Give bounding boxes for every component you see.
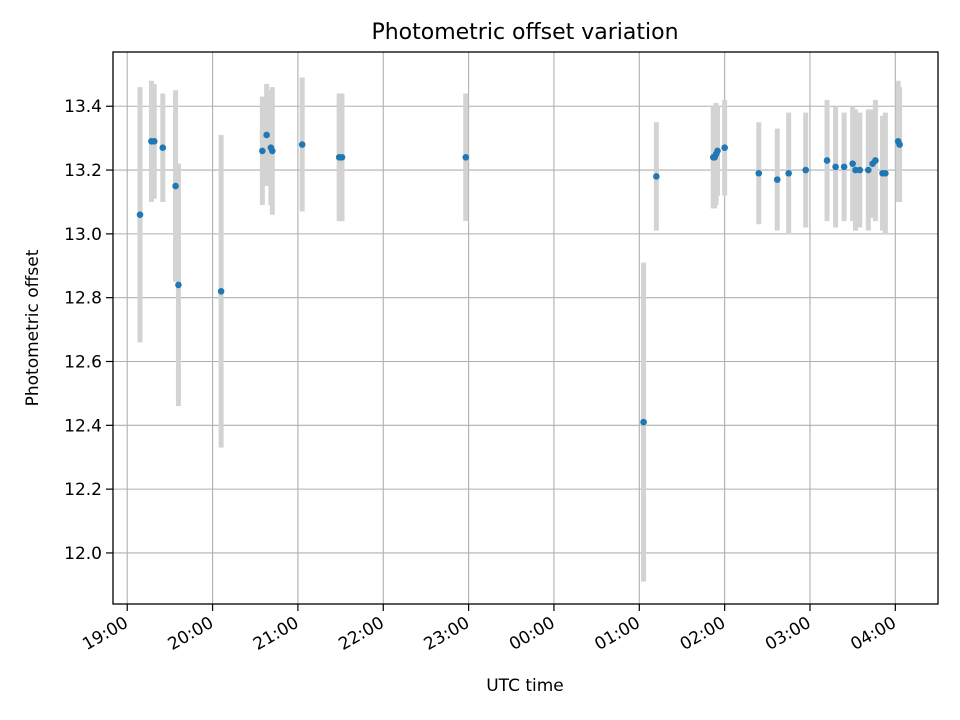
- y-tick-label: 13.0: [64, 225, 102, 245]
- data-point: [785, 169, 792, 177]
- chart-title: Photometric offset variation: [371, 20, 678, 45]
- data-point: [823, 157, 831, 164]
- y-axis-label: Photometric offset: [23, 249, 43, 406]
- data-point: [217, 288, 225, 295]
- data-point: [159, 144, 167, 152]
- data-point: [849, 160, 856, 167]
- y-tick-label: 12.2: [64, 480, 102, 500]
- data-point: [298, 141, 306, 148]
- grid: [113, 52, 938, 604]
- data-point: [882, 169, 889, 177]
- data-point: [773, 176, 781, 183]
- data-point: [259, 147, 266, 155]
- data-point: [338, 153, 346, 161]
- data-point: [714, 147, 721, 155]
- y-tick-label: 12.4: [64, 416, 102, 436]
- y-tick-label: 12.8: [64, 289, 102, 309]
- x-axis-label: UTC time: [486, 676, 564, 696]
- y-tick-label: 13.4: [64, 97, 102, 117]
- data-point: [136, 211, 144, 219]
- data-point: [840, 163, 848, 171]
- data-point: [856, 166, 864, 174]
- data-points: [136, 131, 903, 426]
- plot-area-frame: [112, 51, 939, 605]
- data-point: [172, 182, 179, 190]
- y-axis: 12.0 12.2 12.4 12.6 12.8 13.0 13.2 13.4: [64, 97, 113, 564]
- data-point: [896, 141, 903, 148]
- data-point: [721, 144, 728, 152]
- data-point: [832, 163, 839, 171]
- data-point: [755, 169, 763, 177]
- data-point: [269, 147, 276, 155]
- y-tick-label: 13.2: [64, 161, 102, 181]
- data-point: [263, 131, 270, 139]
- data-point: [865, 166, 872, 174]
- y-tick-label: 12.6: [64, 353, 102, 373]
- y-tick-label: 12.0: [64, 544, 102, 564]
- data-point: [462, 153, 470, 161]
- data-point: [640, 418, 647, 426]
- data-point: [802, 166, 810, 174]
- data-point: [653, 173, 660, 180]
- data-point: [872, 157, 879, 164]
- data-point: [175, 281, 182, 289]
- data-point: [150, 138, 158, 145]
